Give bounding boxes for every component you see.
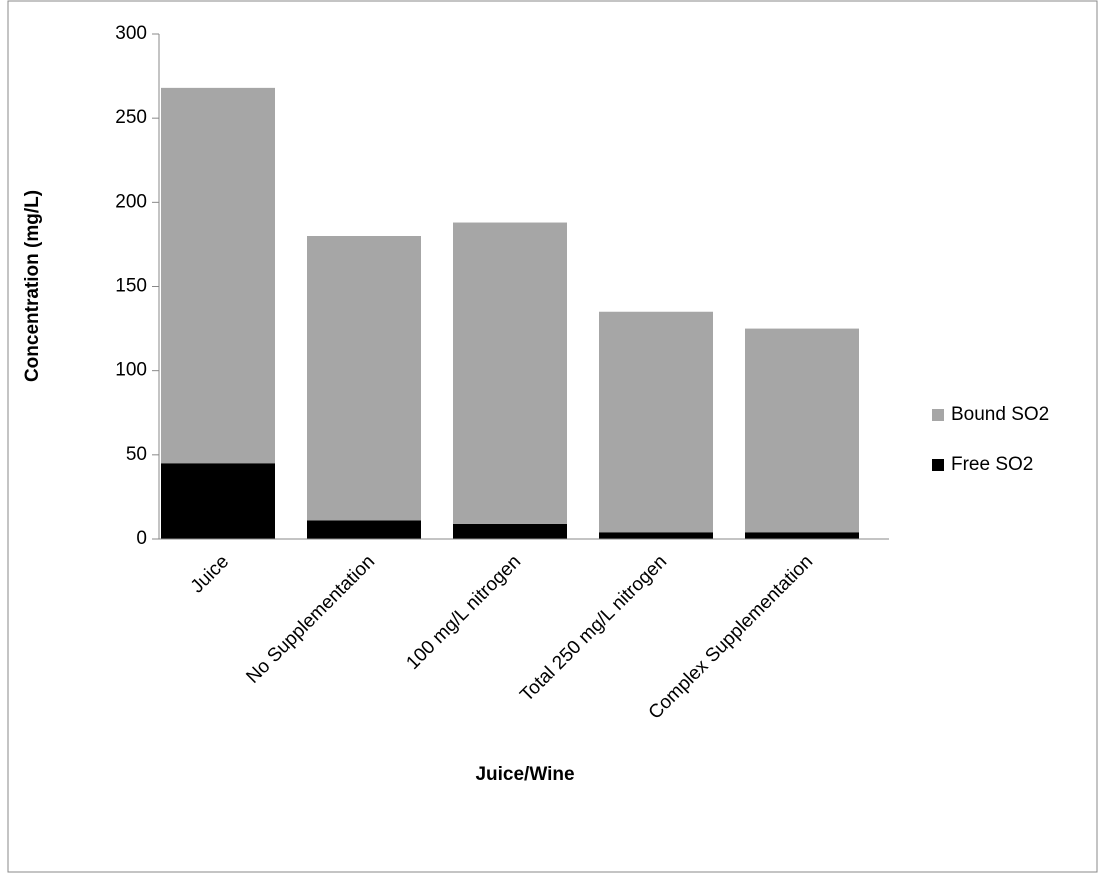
bar-segment xyxy=(599,532,713,539)
legend-label: Bound SO2 xyxy=(951,404,1049,425)
bar-segment xyxy=(745,328,859,533)
bar-segment xyxy=(161,463,275,539)
legend-swatch xyxy=(932,459,944,471)
y-tick-label: 100 xyxy=(115,360,147,381)
bar-segment xyxy=(307,520,421,539)
y-tick-label: 250 xyxy=(115,107,147,128)
y-tick-label: 150 xyxy=(115,276,147,297)
y-tick-label: 200 xyxy=(115,191,147,212)
x-axis-title: Juice/Wine xyxy=(475,764,574,785)
legend-swatch xyxy=(932,409,944,421)
y-axis-title: Concentration (mg/L) xyxy=(22,190,43,382)
bar-segment xyxy=(161,87,275,464)
bar-segment xyxy=(599,311,713,533)
y-tick-label: 300 xyxy=(115,23,147,44)
y-tick-label: 50 xyxy=(126,444,147,465)
legend-label: Free SO2 xyxy=(951,454,1033,475)
bar-segment xyxy=(453,222,567,524)
y-tick-label: 0 xyxy=(136,528,147,549)
bar-segment xyxy=(453,523,567,539)
bar-segment xyxy=(745,532,859,539)
bar-segment xyxy=(307,236,421,521)
